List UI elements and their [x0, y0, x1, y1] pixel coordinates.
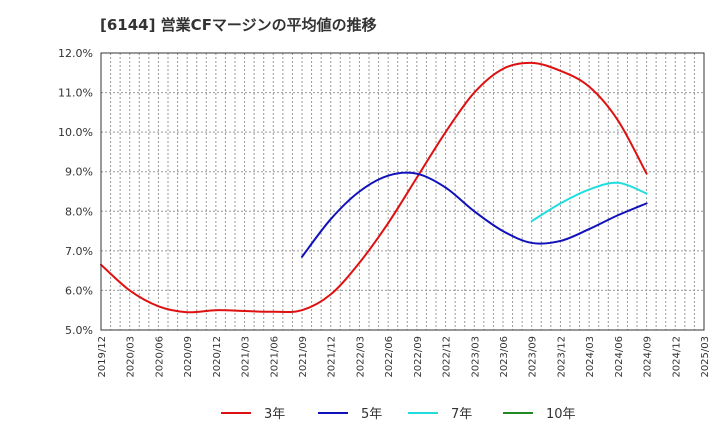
- legend-label-1: 3年: [264, 407, 285, 422]
- y-axis-ticks: 5.0% 6.0% 7.0% 8.0% 9.0% 10.0% 11.0% 12.0%: [58, 47, 93, 337]
- y-tick-label: 5.0%: [65, 324, 93, 337]
- y-tick-label: 7.0%: [65, 245, 93, 258]
- series-lines: [100, 61, 648, 314]
- x-tick-label: 2024/03: [585, 336, 596, 378]
- x-tick-label: 2022/09: [413, 336, 424, 378]
- y-tick-label: 8.0%: [65, 205, 93, 218]
- y-tick-label: 11.0%: [58, 87, 93, 100]
- x-tick-label: 2024/12: [671, 336, 682, 378]
- plot-area-border: [100, 52, 705, 331]
- series-line-2: [301, 171, 648, 258]
- x-tick-label: 2023/09: [528, 336, 539, 378]
- x-tick-label: 2020/12: [212, 336, 223, 378]
- x-tick-label: 2023/12: [556, 336, 567, 378]
- legend-label-2: 5年: [361, 407, 382, 422]
- x-axis-ticks: 2019/12 2020/03 2020/06 2020/09 2020/12 2021/…: [97, 336, 711, 378]
- x-tick-label: 2024/06: [614, 336, 625, 378]
- x-tick-label: 2021/12: [327, 336, 338, 378]
- x-tick-label: 2019/12: [97, 336, 108, 378]
- x-tick-label: 2022/06: [384, 336, 395, 378]
- x-tick-label: 2025/03: [700, 336, 711, 378]
- y-tick-label: 9.0%: [65, 166, 93, 179]
- legend-label-3: 7年: [451, 407, 472, 422]
- x-tick-label: 2020/09: [183, 336, 194, 378]
- x-tick-label: 2022/03: [355, 336, 366, 378]
- x-tick-label: 2023/06: [499, 336, 510, 378]
- y-tick-label: 12.0%: [58, 47, 93, 60]
- x-tick-label: 2022/12: [442, 336, 453, 378]
- chart-title: [6144] 営業CFマージンの平均値の推移: [100, 16, 377, 34]
- x-tick-label: 2021/03: [241, 336, 252, 378]
- legend: 3年 5年 7年 10年: [221, 407, 576, 422]
- y-tick-label: 6.0%: [65, 284, 93, 297]
- series-line-1: [100, 61, 648, 314]
- x-tick-label: 2024/09: [643, 336, 654, 378]
- x-tick-label: 2020/03: [126, 336, 137, 378]
- plot-area-background: [101, 53, 704, 330]
- x-tick-label: 2023/03: [470, 336, 481, 378]
- x-tick-label: 2020/06: [154, 336, 165, 378]
- x-tick-label: 2021/06: [269, 336, 280, 378]
- x-tick-label: 2021/09: [298, 336, 309, 378]
- series-line-3: [530, 181, 648, 223]
- legend-label-4: 10年: [546, 407, 576, 422]
- y-tick-label: 10.0%: [58, 126, 93, 139]
